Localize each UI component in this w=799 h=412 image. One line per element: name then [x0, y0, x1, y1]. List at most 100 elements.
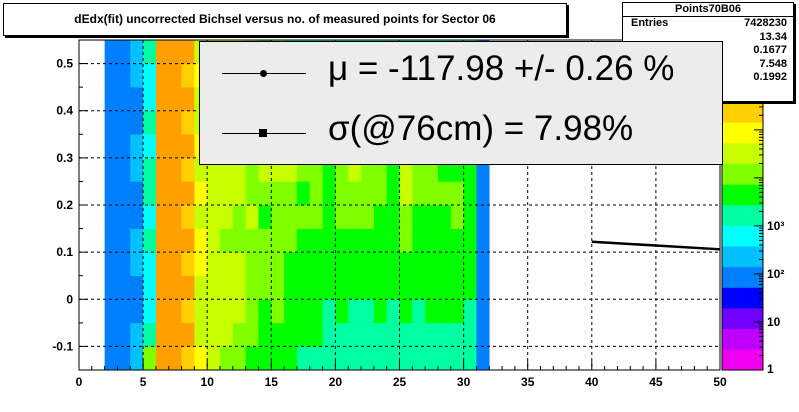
heatmap-cell — [143, 228, 157, 253]
heatmap-cell — [143, 134, 157, 159]
heatmap-cell — [104, 40, 118, 64]
heatmap-cell — [220, 252, 234, 277]
heatmap-cell — [335, 275, 349, 300]
stats-value: 7428230 — [744, 17, 787, 29]
heatmap-cell — [104, 252, 118, 277]
heatmap-cell — [220, 275, 234, 300]
heatmap-cell — [130, 134, 144, 159]
heatmap-cell — [181, 322, 195, 347]
heatmap-cell — [130, 181, 144, 206]
heatmap-cell — [271, 346, 285, 371]
heatmap-cell — [425, 205, 439, 229]
z-tick-label: 10³ — [767, 219, 784, 233]
heatmap-cell — [399, 252, 413, 277]
y-tick-label: 0.3 — [56, 151, 73, 165]
heatmap-cell — [386, 228, 400, 253]
heatmap-cell — [155, 275, 170, 300]
heatmap-cell — [130, 228, 144, 253]
heatmap-cell — [271, 299, 285, 324]
heatmap-cell — [181, 275, 195, 300]
heatmap-cell — [117, 63, 131, 88]
y-tick-label: 0.2 — [56, 198, 73, 212]
heatmap-cell — [168, 275, 182, 300]
heatmap-cell — [361, 205, 375, 229]
x-tick-label: 0 — [76, 375, 83, 389]
heatmap-cell — [373, 252, 387, 277]
heatmap-cell — [143, 181, 157, 206]
heatmap-cell — [168, 322, 182, 347]
x-tick-label: 35 — [521, 375, 535, 389]
heatmap-cell — [271, 228, 285, 253]
color-scale-band — [722, 287, 763, 309]
heatmap-cell — [245, 346, 259, 371]
heatmap-cell — [155, 228, 170, 253]
heatmap-cell — [104, 275, 118, 300]
heatmap-cell — [181, 87, 195, 112]
heatmap-cell — [220, 322, 234, 347]
heatmap-cell — [168, 40, 182, 64]
color-scale-band — [722, 205, 763, 226]
heatmap-cell — [258, 181, 272, 206]
heatmap-cell — [104, 205, 118, 229]
color-scale-band — [722, 101, 763, 123]
heatmap-cell — [220, 181, 234, 206]
heatmap-cell — [130, 322, 144, 347]
heatmap-cell — [181, 181, 195, 206]
heatmap-cell — [386, 252, 400, 277]
heatmap-cell — [117, 275, 131, 300]
heatmap-cell — [220, 346, 234, 371]
heatmap-cell — [245, 252, 259, 277]
color-scale-band — [722, 308, 763, 330]
heatmap-cell — [130, 346, 144, 371]
heatmap-cell — [232, 228, 246, 253]
heatmap-cell — [296, 275, 311, 300]
heatmap-cell — [207, 228, 221, 253]
heatmap-cell — [476, 228, 490, 253]
heatmap-cell — [181, 110, 195, 135]
heatmap-cell — [348, 275, 362, 300]
heatmap-cell — [309, 252, 323, 277]
heatmap-cell — [155, 322, 170, 347]
heatmap-cell — [245, 181, 259, 206]
heatmap-cell — [309, 228, 323, 253]
heatmap-cell — [168, 299, 182, 324]
heatmap-cell — [335, 228, 349, 253]
heatmap-cell — [399, 228, 413, 253]
heatmap-cell — [463, 228, 477, 253]
heatmap-cell — [284, 275, 298, 300]
heatmap-cell — [155, 252, 170, 277]
heatmap-cell — [284, 181, 298, 206]
heatmap-cell — [348, 299, 362, 324]
heatmap-cell — [476, 205, 490, 229]
heatmap-cell — [348, 205, 362, 229]
heatmap-cell — [117, 228, 131, 253]
heatmap-cell — [232, 275, 246, 300]
heatmap-cell — [258, 275, 272, 300]
heatmap-cell — [104, 87, 118, 112]
heatmap-cell — [117, 299, 131, 324]
color-scale-band — [722, 143, 763, 165]
heatmap-cell — [181, 228, 195, 253]
x-tick-label: 45 — [649, 375, 663, 389]
heatmap-cell — [104, 299, 118, 324]
chart-title: dEdx(fit) uncorrected Bichsel versus no.… — [3, 3, 567, 36]
heatmap-cell — [130, 299, 144, 324]
heatmap-cell — [232, 181, 246, 206]
heatmap-cell — [425, 275, 439, 300]
heatmap-cell — [463, 346, 477, 371]
heatmap-cell — [476, 322, 490, 347]
heatmap-cell — [335, 346, 349, 371]
heatmap-cell — [450, 346, 464, 371]
heatmap-cell — [258, 322, 272, 347]
heatmap-cell — [220, 228, 234, 253]
heatmap-cell — [309, 299, 323, 324]
heatmap-cell — [322, 275, 336, 300]
heatmap-cell — [130, 275, 144, 300]
heatmap-cell — [361, 299, 375, 324]
color-scale-band — [722, 246, 763, 268]
heatmap-cell — [463, 299, 477, 324]
legend-text-sigma: σ(@76cm) = 7.98% — [328, 109, 634, 148]
heatmap-cell — [181, 157, 195, 182]
stats-row: Entries 7428230 — [623, 17, 793, 31]
heatmap-cell — [104, 346, 118, 371]
